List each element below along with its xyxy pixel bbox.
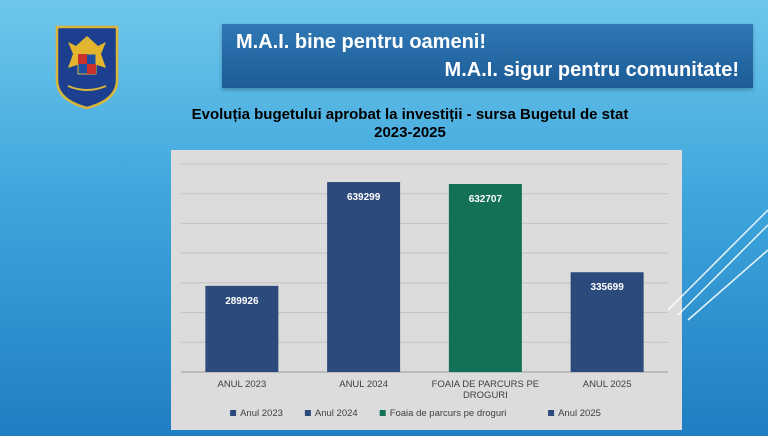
data-label: 289926 [225, 296, 259, 307]
bar [327, 182, 401, 372]
bar [205, 285, 279, 372]
slogan-line-1: M.A.I. bine pentru oameni! [236, 31, 487, 53]
legend-swatch [548, 410, 555, 416]
legend-label: Foaia de parcurs pe droguri [390, 408, 507, 419]
chart-title-block: Evoluția bugetului aprobat la investiții… [150, 106, 670, 142]
decorative-lines [668, 209, 768, 321]
category-label: ANUL 2025 [583, 379, 632, 390]
legend-swatch [304, 410, 311, 416]
slogan-banner: M.A.I. bine pentru oameni! M.A.I. sigur … [222, 24, 753, 88]
bar-chart: 289926 ANUL 2023 639299 ANUL 2024 632707 FOAI… [181, 163, 668, 419]
chart-title: Evoluția bugetului aprobat la investiții… [191, 106, 629, 123]
category-label: DROGURI [463, 390, 508, 401]
legend-label: Anul 2023 [240, 408, 283, 419]
category-label: ANUL 2023 [217, 379, 266, 390]
legend-label: Anul 2025 [558, 408, 601, 419]
legend-swatch [379, 410, 386, 416]
coat-of-arms-logo [55, 25, 119, 110]
category-label: FOAIA DE PARCURS PE [432, 379, 540, 390]
slogan-line-2: M.A.I. sigur pentru comunitate! [444, 59, 739, 81]
category-label: ANUL 2024 [339, 379, 388, 390]
chart-area: 289926 ANUL 2023 639299 ANUL 2024 632707 FOAI… [171, 150, 682, 430]
legend-swatch [230, 410, 237, 416]
chart-subtitle: 2023-2025 [374, 124, 446, 141]
data-label: 639299 [347, 192, 381, 203]
bar [570, 272, 644, 372]
bar [448, 183, 522, 372]
data-label: 335699 [590, 282, 624, 293]
data-label: 632707 [469, 194, 503, 205]
legend-label: Anul 2024 [315, 408, 358, 419]
